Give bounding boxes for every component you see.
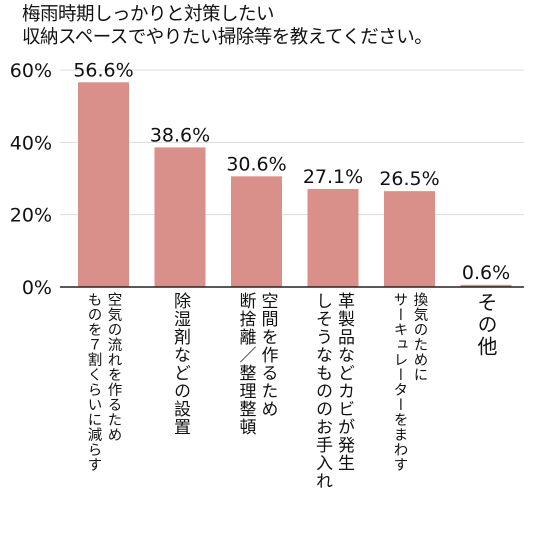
category-label: 除湿剤などの設置 bbox=[169, 292, 191, 436]
data-label: 30.6% bbox=[226, 153, 286, 175]
category-label-line: 換気のために bbox=[411, 292, 428, 382]
category-label-line: 断捨離／整理整頓 bbox=[235, 292, 256, 436]
category-label-line: 空気の流れを作るため bbox=[105, 292, 122, 442]
bar bbox=[231, 176, 282, 287]
y-tick-label: 0% bbox=[22, 277, 52, 299]
bar bbox=[154, 147, 206, 287]
category-label-line: 除湿剤などの設置 bbox=[170, 292, 190, 436]
category-label: 革製品などカビが発生 しそうなもののお手入れ bbox=[311, 292, 355, 490]
category-label-line: 革製品などカビが発生 bbox=[334, 292, 354, 472]
data-label: 38.6% bbox=[150, 124, 210, 146]
category-label-line: 空間を作るため bbox=[257, 292, 278, 418]
category-label-line: サーキュレーターをまわす bbox=[391, 292, 408, 472]
category-label: その他 bbox=[473, 292, 499, 358]
chart-title: 梅雨時期しっかりと対策したい 収納スペースでやりたい掃除等を教えてください。 bbox=[22, 3, 532, 49]
category-label-line: ものを７割くらいに減らす bbox=[85, 292, 102, 472]
category-label: 換気のために サーキュレーターをまわす bbox=[390, 292, 430, 472]
bar bbox=[460, 284, 512, 287]
y-tick-label: 40% bbox=[10, 132, 52, 154]
bar bbox=[78, 82, 129, 288]
bar bbox=[384, 191, 435, 287]
category-label: 空気の流れを作るため ものを７割くらいに減らす bbox=[84, 292, 124, 472]
bar bbox=[307, 188, 359, 287]
chart-title-line-1: 梅雨時期しっかりと対策したい bbox=[22, 4, 275, 25]
category-label: 空間を作るため 断捨離／整理整頓 bbox=[235, 292, 279, 436]
data-label: 27.1% bbox=[303, 166, 363, 188]
data-label: 56.6% bbox=[73, 59, 133, 81]
chart-title-line-2: 収納スペースでやりたい掃除等を教えてください。 bbox=[22, 27, 433, 48]
data-label: 26.5% bbox=[379, 168, 439, 190]
category-label-line: しそうなもののお手入れ bbox=[312, 292, 332, 490]
y-tick-label: 60% bbox=[10, 60, 52, 82]
category-label-line: その他 bbox=[474, 292, 498, 358]
data-label: 0.6% bbox=[462, 262, 510, 284]
y-tick-label: 20% bbox=[10, 205, 52, 227]
